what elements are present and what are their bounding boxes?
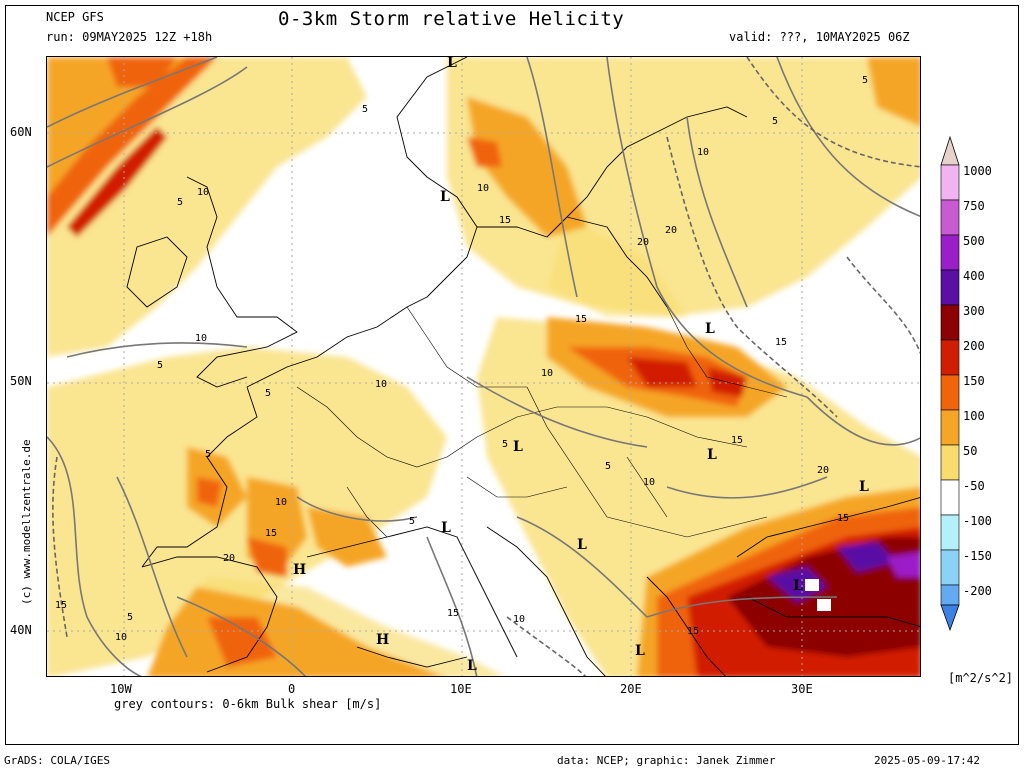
contour-label-group: 5 10 5 10 15 20 20 10 5 5 15 15 10 10 5 … [55,75,868,643]
low-marker: L [793,578,803,594]
colorbar-bottom-cap [940,604,960,632]
graticule [47,57,920,676]
lon-label: 20E [620,682,642,696]
colorbar-label: -50 [963,479,985,493]
low-marker: L [705,321,715,337]
model-label: NCEP GFS [46,10,104,24]
contour-label: 15 [837,513,849,524]
coastlines [126,57,920,676]
colorbar-label: 50 [963,444,977,458]
low-marker: L [635,643,645,659]
low-marker: L [440,189,450,205]
colorbar-label: 500 [963,234,985,248]
outer-frame [5,5,1019,745]
shear-legend-note: grey contours: 0-6km Bulk shear [m/s] [114,697,382,711]
helicity-shading [47,57,920,676]
contour-label: 5 [127,612,133,623]
colorbar-label: 750 [963,199,985,213]
grads-credit: GrADS: COLA/IGES [4,754,110,767]
contour-label: 10 [513,614,525,625]
contour-label: 15 [447,608,459,619]
contour-label: 5 [205,449,211,460]
colorbar-label: 200 [963,339,985,353]
contour-label: 5 [862,75,868,86]
contour-label: 5 [409,516,415,527]
contour-label: 20 [223,553,235,564]
contour-label: 15 [499,215,511,226]
contour-label: 10 [275,497,287,508]
contour-label: 20 [817,465,829,476]
colorbar-label: -200 [963,584,992,598]
lon-label: 0 [288,682,296,696]
low-marker: L [707,447,717,463]
low-marker: L [859,479,869,495]
run-label: run: 09MAY2025 12Z +18h [46,30,213,44]
contour-label: 10 [477,183,489,194]
colorbar-label: 300 [963,304,985,318]
lat-label: 60N [10,125,32,139]
pressure-centers: H H L L L L L L L L L L L [293,57,869,674]
contour-label: 15 [575,314,587,325]
valid-label: valid: ???, 10MAY2025 06Z [729,30,910,44]
contour-label: 5 [157,360,163,371]
lon-label: 10W [110,682,132,696]
contour-label: 10 [197,187,209,198]
low-marker: L [513,439,523,455]
low-marker: L [441,520,451,536]
contour-label: 15 [265,528,277,539]
map-svg: 5 10 5 10 15 20 20 10 5 5 15 15 10 10 5 … [47,57,920,676]
shear-contours-dashed [52,57,920,676]
low-marker: L [467,658,477,674]
contour-label: 10 [541,368,553,379]
colorbar: 1000 750 500 400 300 200 150 100 50 -50 … [940,135,992,632]
shear-contours [47,57,920,676]
contour-label: 15 [731,435,743,446]
country-borders [296,306,788,538]
high-marker: H [376,632,389,648]
contour-label: 5 [177,197,183,208]
contour-label: 20 [637,237,649,248]
colorbar-label: -150 [963,549,992,563]
high-marker: H [293,562,306,578]
colorbar-top-cap [940,135,960,166]
contour-label: 20 [665,225,677,236]
contour-label: 10 [643,477,655,488]
lat-label: 50N [10,374,32,388]
contour-label: 15 [687,626,699,637]
contour-label: 10 [115,632,127,643]
contour-label: 10 [195,333,207,344]
side-credit: (c) www.modellzentrale.de [20,439,33,605]
contour-label: 15 [775,337,787,348]
contour-label: 5 [362,104,368,115]
colorbar-label: 400 [963,269,985,283]
colorbar-units: [m^2/s^2] [948,671,1014,685]
contour-label: 5 [502,439,508,450]
contour-label: 10 [375,379,387,390]
contour-label: 15 [55,600,67,611]
purple-core-labels [805,579,831,611]
colorbar-label: 100 [963,409,985,423]
low-marker: L [577,537,587,553]
data-credit: data: NCEP; graphic: Janek Zimmer [557,754,776,767]
map-title: 0-3km Storm relative Helicity [278,8,625,30]
contour-label: 5 [605,461,611,472]
contour-label: 5 [265,388,271,399]
lon-label: 10E [450,682,472,696]
contour-label: 10 [697,147,709,158]
contour-label: 5 [772,116,778,127]
lat-label: 40N [10,623,32,637]
low-marker: L [447,57,457,71]
colorbar-label: -100 [963,514,992,528]
timestamp: 2025-05-09-17:42 [874,754,980,767]
lon-label: 30E [791,682,813,696]
helicity-map: 5 10 5 10 15 20 20 10 5 5 15 15 10 10 5 … [46,56,921,677]
colorbar-label: 150 [963,374,985,388]
colorbar-label: 1000 [963,164,992,178]
